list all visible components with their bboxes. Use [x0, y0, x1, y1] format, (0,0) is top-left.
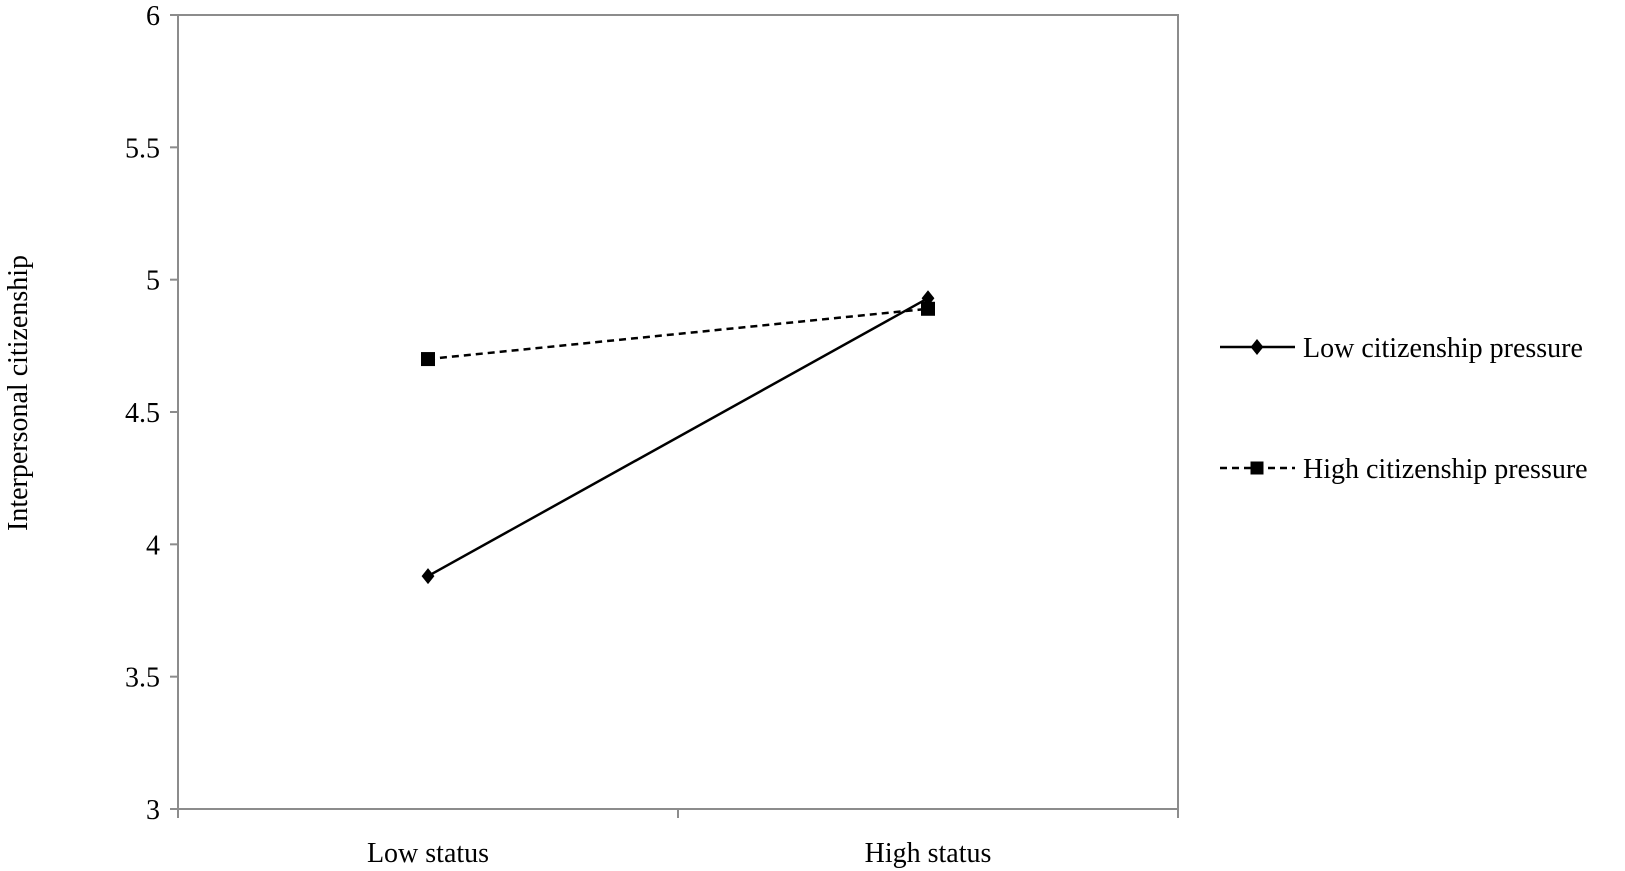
y-axis-title: Interpersonal citizenship	[3, 255, 34, 531]
legend-item: High citizenship pressure	[1220, 454, 1588, 485]
legend-item: Low citizenship pressure	[1220, 333, 1583, 364]
y-tick-label: 4.5	[125, 398, 160, 429]
x-tick-label: Low status	[367, 838, 489, 869]
data-point-square	[921, 301, 935, 316]
series-1	[421, 301, 935, 367]
data-point-diamond	[421, 568, 435, 585]
x-tick-label: High status	[865, 838, 992, 869]
y-tick-label: 5.5	[125, 133, 160, 164]
data-point-square	[421, 352, 435, 367]
series-layer	[421, 290, 935, 585]
y-axis: 3 3.5 4 4.5 5 5.5 6	[125, 1, 179, 826]
series-line	[427, 307, 929, 361]
legend-label: Low citizenship pressure	[1303, 333, 1583, 364]
y-tick-label: 4	[146, 530, 160, 561]
y-tick-label: 3	[146, 795, 160, 826]
y-tick-label: 5	[146, 266, 160, 297]
data-point-square	[1250, 461, 1264, 475]
data-point-diamond	[1250, 339, 1264, 355]
legend: Low citizenship pressure High citizenship…	[1220, 333, 1588, 485]
legend-label: High citizenship pressure	[1303, 454, 1588, 485]
y-tick-label: 3.5	[125, 663, 160, 694]
x-axis: Low status High status	[177, 808, 1179, 869]
plot-border	[177, 14, 1179, 810]
y-tick-label: 6	[146, 1, 160, 32]
series-line	[427, 297, 929, 578]
series-0	[421, 290, 935, 585]
plot-area	[177, 14, 1179, 810]
